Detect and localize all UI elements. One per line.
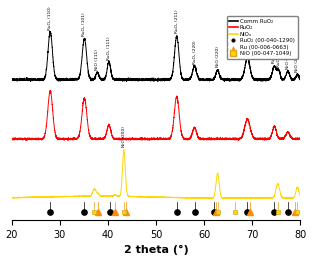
Text: NiO (222): NiO (222) bbox=[295, 51, 300, 72]
Text: NiO (220): NiO (220) bbox=[216, 46, 220, 67]
Text: NiO (111): NiO (111) bbox=[95, 49, 99, 70]
Text: RuO₂ (202): RuO₂ (202) bbox=[277, 44, 281, 67]
Text: RuO₂ (301): RuO₂ (301) bbox=[272, 39, 276, 63]
Text: RuO₂ (112): RuO₂ (112) bbox=[246, 32, 249, 56]
Text: RuO₂ (211): RuO₂ (211) bbox=[175, 10, 179, 33]
Legend: Comm RuO₂, RuO₂, NiOₓ, RuO₂ (00-040-1290), Ru (00-006-0663), NiO (00-047-1049): Comm RuO₂, RuO₂, NiOₓ, RuO₂ (00-040-1290… bbox=[227, 16, 298, 59]
Text: RuO₂ (111): RuO₂ (111) bbox=[107, 37, 111, 60]
Text: RuO₂ (110): RuO₂ (110) bbox=[48, 6, 52, 30]
Text: RuO₂ (101): RuO₂ (101) bbox=[82, 12, 86, 35]
Text: NiO (311): NiO (311) bbox=[286, 48, 290, 69]
Text: RuO₂ (220): RuO₂ (220) bbox=[193, 40, 197, 64]
X-axis label: 2 theta (°): 2 theta (°) bbox=[124, 245, 188, 256]
Text: NiO (200): NiO (200) bbox=[122, 126, 126, 147]
